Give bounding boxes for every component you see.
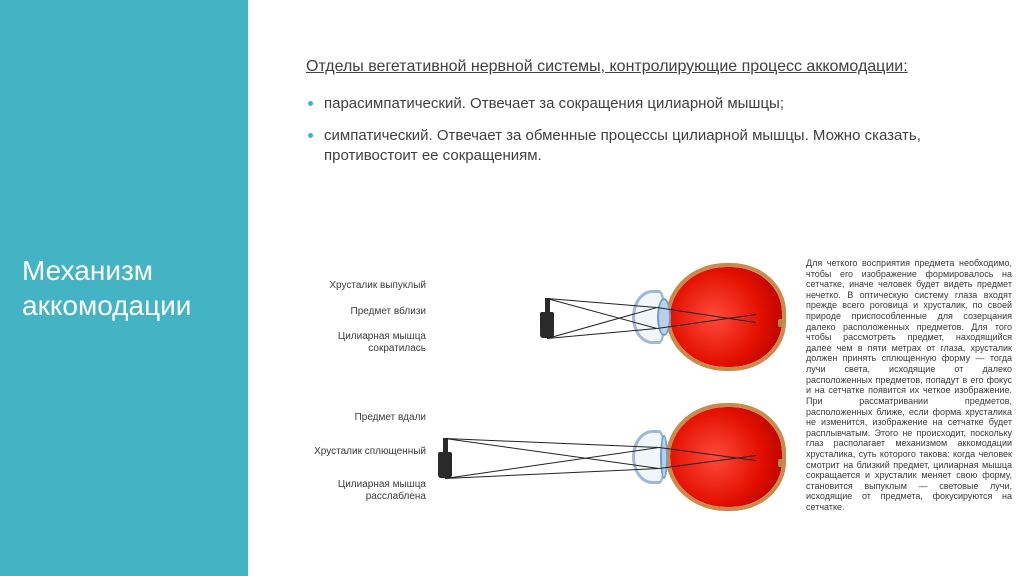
eye-icon [641, 402, 786, 512]
diagram-labels-bottom: Предмет вдали Хрусталик сплющенный Цилиа… [296, 412, 426, 502]
bullet-item: парасимпатический. Отвечает за сокращени… [306, 94, 982, 114]
bullet-list: парасимпатический. Отвечает за сокращени… [306, 94, 982, 167]
side-paragraph: Для четкого восприятия предмета необходи… [806, 258, 1012, 513]
label-lens-flat: Хрусталик сплющенный [296, 446, 426, 458]
slide-title: Механизм аккомодации [22, 253, 226, 323]
diagram-labels-top: Хрусталик выпуклый Предмет вблизи Цилиар… [296, 280, 426, 354]
label-object-far: Предмет вдали [296, 412, 426, 424]
label-muscle-relaxed: Цилиарная мышца расслаблена [296, 479, 426, 502]
section-heading: Отделы вегетативной нервной системы, кон… [306, 56, 982, 78]
label-object-near: Предмет вблизи [296, 306, 426, 318]
sidebar-panel: Механизм аккомодации [0, 0, 248, 576]
bottle-icon [436, 438, 454, 478]
label-lens-convex: Хрусталик выпуклый [296, 280, 426, 292]
label-muscle-contracted: Цилиарная мышца сократилась [296, 331, 426, 354]
eye-schema-bottom [426, 402, 786, 512]
eye-icon [641, 262, 786, 372]
bottle-icon [538, 298, 556, 338]
bullet-item: симпатический. Отвечает за обменные проц… [306, 126, 982, 167]
eye-schema-top [426, 262, 786, 372]
